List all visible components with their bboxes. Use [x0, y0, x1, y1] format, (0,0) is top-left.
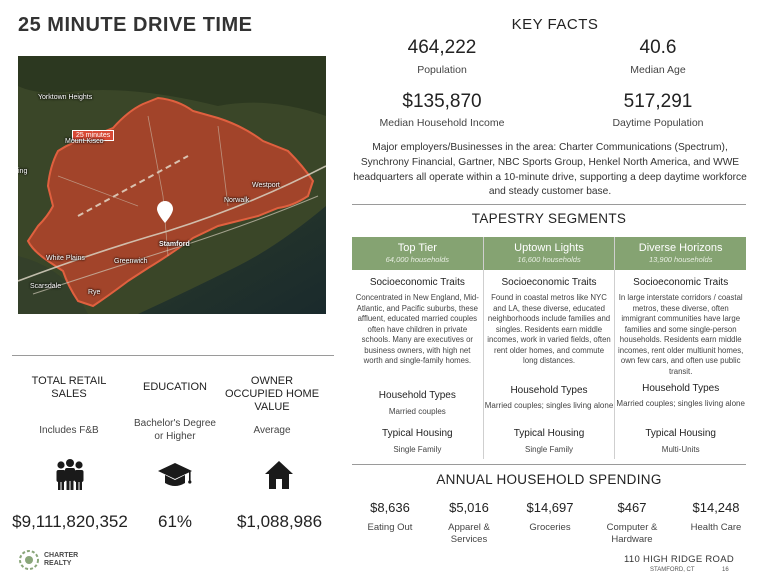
segment-households: 13,900 households [648, 255, 713, 264]
spending-value: $14,248 [692, 500, 740, 515]
map-place-label: Rye [88, 289, 101, 296]
map-graphic [18, 56, 326, 314]
segment-header[interactable]: Top Tier 64,000 households [352, 237, 483, 270]
key-fact-label: Daytime Population [612, 117, 704, 129]
footer-address: 110 HIGH RIDGE ROAD [624, 554, 735, 565]
spending-value: $8,636 [370, 500, 410, 515]
segment-housing: Single Family [525, 445, 574, 454]
page-number: 16 [722, 567, 729, 573]
spending-value: $5,016 [449, 500, 489, 515]
traits-label: Socioeconomic Traits [633, 277, 729, 288]
segment-traits: In large interstate corridors / coastal … [618, 293, 744, 376]
segment-column: Diverse Horizons 13,900 households Socio… [614, 237, 747, 459]
housing-label: Typical Housing [645, 428, 716, 439]
key-fact-value: 464,222 [407, 37, 477, 58]
stat-heading-education: EDUCATION [143, 381, 207, 393]
segment-housing: Single Family [393, 445, 442, 454]
spending-heading: ANNUAL HOUSEHOLD SPENDING [436, 472, 662, 487]
footer-city: STAMFORD, CT [650, 567, 695, 573]
segment-header[interactable]: Uptown Lights 16,600 households [483, 237, 615, 270]
hh-types-label: Household Types [378, 390, 456, 401]
housing-label: Typical Housing [513, 428, 585, 439]
stat-sub-education: Bachelor's Degree or Higher [134, 418, 216, 442]
stat-value-home-value: $1,088,986 [236, 512, 323, 531]
segment-name: Diverse Horizons [638, 242, 723, 254]
segment-column: Top Tier 64,000 households Socioeconomic… [352, 237, 483, 459]
key-fact-label: Median Age [630, 64, 686, 76]
map-place-label: Norwalk [224, 197, 250, 204]
map-place-label: Stamford [159, 241, 190, 248]
hh-types-label: Household Types [642, 383, 720, 394]
spending-label: Eating Out [367, 522, 413, 533]
tapestry-heading: TAPESTRY SEGMENTS [471, 211, 627, 226]
map-place-label: ing [18, 168, 28, 175]
house-icon [264, 460, 294, 495]
segment-hh-types: Married couples [388, 407, 446, 416]
segment-name: Uptown Lights [514, 242, 584, 254]
map-place-label: Yorktown Heights [38, 94, 93, 101]
divider [352, 464, 746, 465]
map-place-label: Westport [252, 182, 280, 189]
spending-label: Computer & Hardware [606, 522, 658, 546]
logo-mark-icon [19, 550, 39, 570]
key-facts-heading: KEY FACTS [511, 16, 599, 33]
segment-hh-types: Married couples; singles living alone [484, 401, 614, 410]
map-place-label: White Plains [46, 255, 85, 262]
key-fact-value: 40.6 [639, 37, 677, 58]
divider [12, 355, 334, 356]
spending-value: $14,697 [526, 500, 574, 515]
stat-sub-retail: Includes F&B [39, 425, 99, 436]
segment-traits: Found in coastal metros like NYC and LA,… [487, 293, 611, 366]
tapestry-table: Top Tier 64,000 households Socioeconomic… [352, 237, 747, 459]
segment-name: Top Tier [397, 242, 437, 254]
key-fact-label: Population [417, 64, 467, 76]
map-place-label: Greenwich [114, 258, 148, 265]
traits-label: Socioeconomic Traits [369, 277, 465, 288]
graduation-cap-icon [157, 462, 193, 495]
drive-time-map[interactable]: 25 minutes Yorktown Heights Mount Kisco … [18, 56, 326, 314]
key-fact-value: $135,870 [402, 91, 482, 112]
spending-label: Apparel & Services [448, 522, 490, 546]
stat-heading-retail: TOTAL RETAIL SALES [31, 375, 107, 401]
spending-value: $467 [617, 500, 647, 515]
location-pin-icon[interactable] [157, 201, 173, 223]
stat-sub-home-value: Average [253, 425, 291, 436]
key-fact-label: Median Household Income [379, 117, 505, 129]
segment-column: Uptown Lights 16,600 households Socioeco… [482, 237, 615, 459]
map-place-label: Scarsdale [30, 283, 62, 290]
drive-time-badge: 25 minutes [72, 130, 115, 141]
segment-traits: Concentrated in New England, Mid-Atlanti… [355, 293, 479, 366]
map-place-label: Mount Kisco [65, 138, 104, 145]
page-title: 25 MINUTE DRIVE TIME [18, 14, 253, 36]
housing-label: Typical Housing [382, 428, 453, 439]
logo-line2: REALTY [44, 560, 72, 567]
logo-line1: CHARTER [44, 552, 79, 560]
drive-zone-polygon [26, 96, 315, 308]
charter-realty-logo[interactable]: CHARTER REALTY [18, 549, 78, 571]
employers-paragraph: Major employers/Businesses in the area: … [353, 142, 747, 198]
stat-value-education: 61% [157, 512, 193, 531]
segment-housing: Multi-Units [661, 445, 700, 454]
stat-heading-home-value: OWNER OCCUPIED HOME VALUE [224, 375, 320, 414]
hh-types-label: Household Types [510, 385, 588, 396]
segment-hh-types: Married couples; singles living alone [616, 399, 745, 408]
spending-label: Health Care [690, 522, 742, 533]
traits-label: Socioeconomic Traits [501, 277, 597, 288]
segment-households: 16,600 households [517, 255, 581, 264]
spending-label: Groceries [529, 522, 571, 533]
segment-households: 64,000 households [385, 255, 450, 264]
stat-value-retail: $9,111,820,352 [12, 512, 128, 531]
people-group-icon [53, 458, 87, 497]
segment-header[interactable]: Diverse Horizons 13,900 households [615, 237, 747, 270]
key-fact-value: 517,291 [623, 91, 693, 112]
divider [352, 204, 746, 205]
